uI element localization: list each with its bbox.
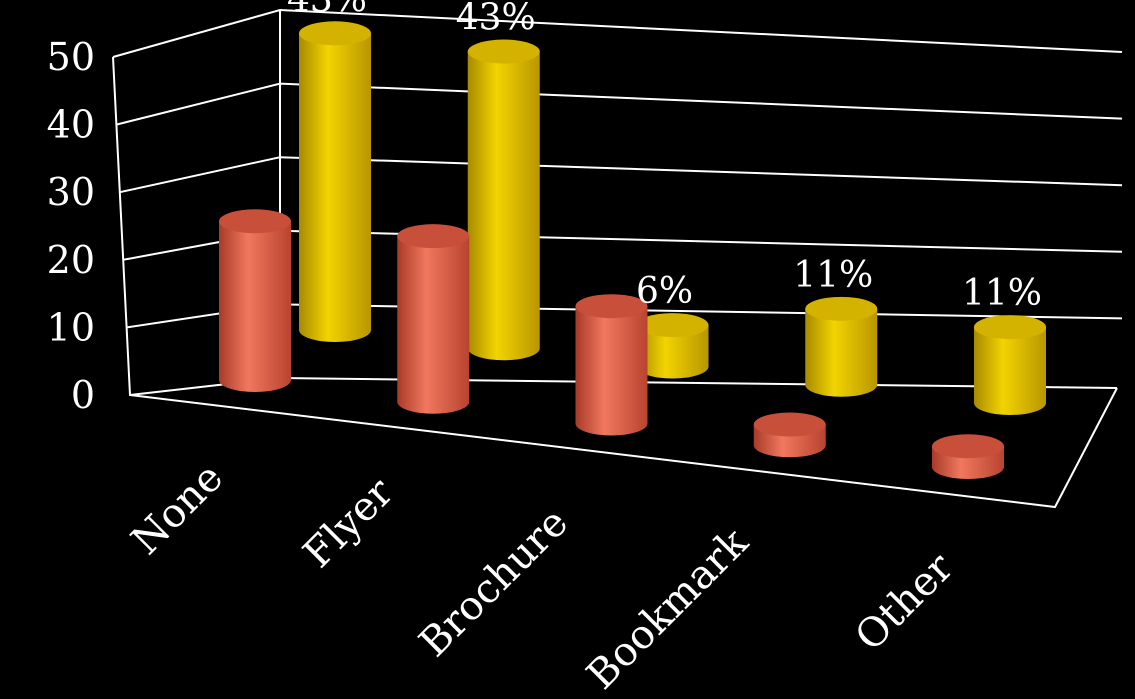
data-label: 43% xyxy=(456,0,536,39)
gridline xyxy=(116,82,1123,126)
x-category-label: Brochure xyxy=(411,500,577,666)
bar-top xyxy=(753,412,826,437)
data-labels: 43% 43% 6% 11% 11% xyxy=(287,0,1042,314)
y-tick-label: 20 xyxy=(47,238,95,282)
gridline xyxy=(119,156,1123,194)
bars xyxy=(219,21,1046,479)
frame-edge xyxy=(112,56,1118,509)
x-axis-categories: None Flyer Brochure Bookmark Other xyxy=(123,455,963,699)
bar-top xyxy=(219,209,291,234)
y-tick-label: 50 xyxy=(47,35,95,79)
data-label: 11% xyxy=(962,273,1042,314)
y-tick-label: 0 xyxy=(71,373,95,417)
data-label: 6% xyxy=(636,271,693,312)
bar-series2-bookmark xyxy=(805,296,878,397)
x-category-label: None xyxy=(123,455,232,564)
gridline xyxy=(112,8,1123,58)
bar-top xyxy=(467,39,540,64)
bar-series2-other xyxy=(974,315,1046,415)
y-tick-label: 40 xyxy=(47,103,95,147)
bar-series1-other xyxy=(932,434,1004,479)
bar-top xyxy=(575,294,648,319)
bar-top xyxy=(397,224,470,249)
bar-top xyxy=(974,315,1046,340)
x-category-label: Flyer xyxy=(295,469,403,577)
y-tick-label: 30 xyxy=(47,170,95,214)
y-axis-ticks: 0 10 20 30 40 50 xyxy=(47,35,95,417)
bar-series2-none xyxy=(299,21,371,343)
y-tick-label: 10 xyxy=(47,305,95,349)
data-label: 11% xyxy=(793,255,873,296)
x-category-label: Other xyxy=(847,544,963,660)
bar-series1-brochure xyxy=(575,294,648,436)
bar-series1-bookmark xyxy=(753,412,826,458)
x-category-label: Bookmark xyxy=(578,519,757,698)
bar-series1-none xyxy=(219,209,291,392)
bar-top xyxy=(299,21,371,46)
bar-series1-flyer xyxy=(397,224,470,414)
bar-top xyxy=(805,296,878,321)
bar-top xyxy=(932,434,1004,459)
bar-series2-brochure xyxy=(636,313,709,379)
bar-series2-flyer xyxy=(467,39,540,361)
data-label: 43% xyxy=(287,0,367,20)
bar-top xyxy=(636,313,709,338)
